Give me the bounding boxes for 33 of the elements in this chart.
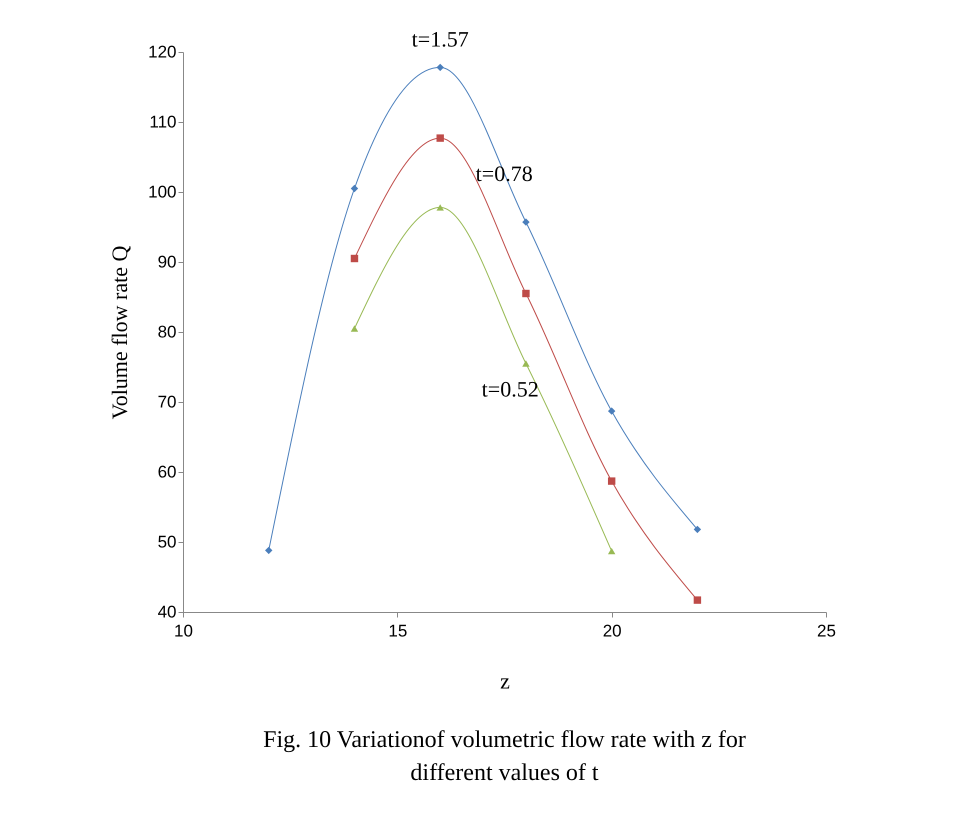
point [522, 360, 530, 367]
point [350, 325, 358, 332]
y-tick-label: 40 [158, 602, 176, 622]
y-tick-label: 50 [158, 532, 176, 552]
x-tick-label: 15 [388, 622, 408, 640]
y-axis-title: Volume flow rate Q [107, 246, 132, 420]
point [608, 477, 616, 485]
point [350, 184, 358, 192]
point [694, 596, 702, 604]
y-tick-label: 110 [149, 112, 176, 132]
point [608, 407, 616, 415]
point [522, 218, 530, 226]
point [265, 546, 272, 554]
point [522, 290, 530, 298]
x-tick-label: 25 [817, 622, 836, 640]
caption: Fig. 10 Variationof volumetric flow rate with z for [263, 727, 746, 753]
point [694, 526, 702, 534]
x-axis-title: z [500, 668, 510, 694]
y-tick-label: 100 [148, 182, 176, 202]
y-tick-label: 80 [158, 322, 176, 342]
y-tick-label: 120 [148, 42, 176, 62]
y-tick-label: 60 [158, 462, 176, 482]
point [436, 134, 444, 142]
x-tick-label: 10 [174, 622, 193, 640]
point [436, 64, 444, 72]
point [608, 548, 616, 554]
series-label: t=0.52 [482, 376, 539, 402]
text: different values of t [410, 760, 599, 786]
y-tick-label: 90 [158, 252, 176, 272]
series-label: t=1.57 [412, 26, 469, 52]
y-tick-label: 70 [158, 392, 176, 412]
point [436, 204, 444, 211]
x-tick-label: 20 [602, 622, 622, 640]
